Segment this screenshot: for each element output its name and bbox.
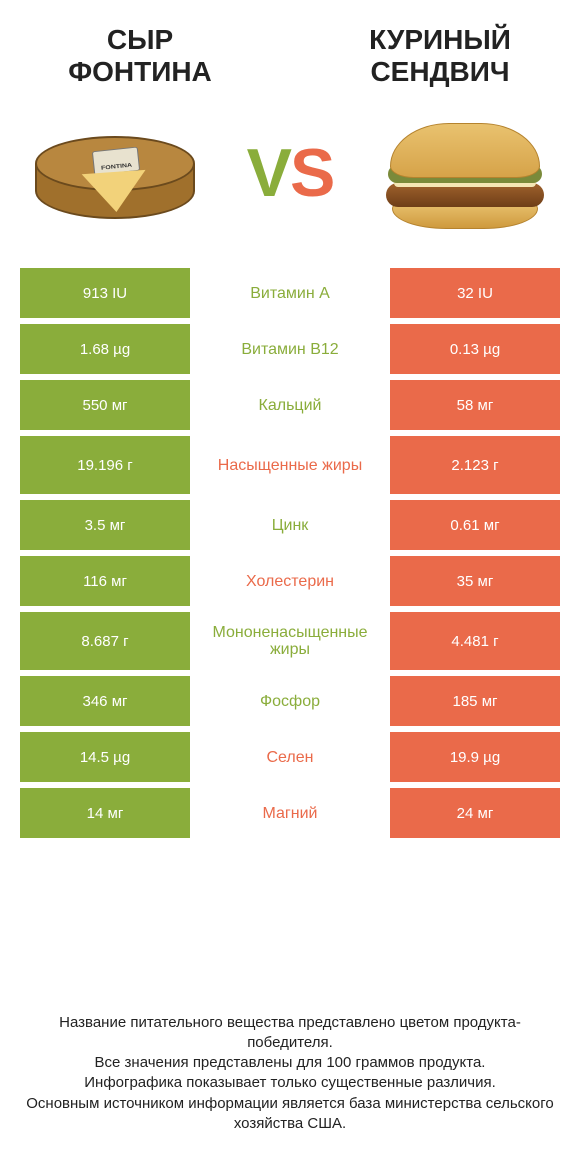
left-value: 8.687 г	[20, 612, 190, 670]
nutrient-name: Мононенасыщенные жиры	[190, 612, 390, 670]
table-row: 1.68 µgВитамин B120.13 µg	[20, 324, 560, 374]
nutrient-name: Магний	[190, 788, 390, 838]
right-title: КУРИНЫЙ СЕНДВИЧ	[340, 24, 540, 88]
left-value: 3.5 мг	[20, 500, 190, 550]
nutrient-name: Витамин A	[190, 268, 390, 318]
table-row: 14.5 µgСелен19.9 µg	[20, 732, 560, 782]
nutrient-name: Холестерин	[190, 556, 390, 606]
footer-line: Все значения представлены для 100 граммо…	[20, 1053, 560, 1073]
left-value: 1.68 µg	[20, 324, 190, 374]
infographic: СЫР ФОНТИНА КУРИНЫЙ СЕНДВИЧ FONTINA VS	[0, 0, 580, 1174]
table-row: 550 мгКальций58 мг	[20, 380, 560, 430]
left-value: 14.5 µg	[20, 732, 190, 782]
table-row: 8.687 гМононенасыщенные жиры4.481 г	[20, 612, 560, 670]
table-row: 14 мгМагний24 мг	[20, 788, 560, 838]
left-value: 913 IU	[20, 268, 190, 318]
left-title: СЫР ФОНТИНА	[40, 24, 240, 88]
cheese-image: FONTINA	[30, 108, 200, 238]
nutrient-name: Фосфор	[190, 676, 390, 726]
right-value: 185 мг	[390, 676, 560, 726]
table-row: 3.5 мгЦинк0.61 мг	[20, 500, 560, 550]
footer-line: Инфографика показывает только существенн…	[20, 1073, 560, 1093]
right-value: 24 мг	[390, 788, 560, 838]
nutrient-name: Витамин B12	[190, 324, 390, 374]
vs-label: VS	[247, 134, 334, 212]
titles-row: СЫР ФОНТИНА КУРИНЫЙ СЕНДВИЧ	[0, 0, 580, 88]
left-value: 550 мг	[20, 380, 190, 430]
left-value: 14 мг	[20, 788, 190, 838]
right-value: 0.13 µg	[390, 324, 560, 374]
images-row: FONTINA VS	[0, 88, 580, 268]
footer-text: Название питательного вещества представл…	[0, 983, 580, 1174]
left-value: 19.196 г	[20, 436, 190, 494]
table-row: 19.196 гНасыщенные жиры2.123 г	[20, 436, 560, 494]
left-value: 346 мг	[20, 676, 190, 726]
table-row: 346 мгФосфор185 мг	[20, 676, 560, 726]
table-row: 116 мгХолестерин35 мг	[20, 556, 560, 606]
comparison-table: 913 IUВитамин A32 IU1.68 µgВитамин B120.…	[0, 268, 580, 844]
sandwich-image	[380, 108, 550, 238]
right-value: 4.481 г	[390, 612, 560, 670]
right-value: 0.61 мг	[390, 500, 560, 550]
right-value: 32 IU	[390, 268, 560, 318]
right-value: 2.123 г	[390, 436, 560, 494]
right-value: 19.9 µg	[390, 732, 560, 782]
left-value: 116 мг	[20, 556, 190, 606]
nutrient-name: Кальций	[190, 380, 390, 430]
footer-line: Название питательного вещества представл…	[20, 1013, 560, 1054]
right-value: 58 мг	[390, 380, 560, 430]
table-row: 913 IUВитамин A32 IU	[20, 268, 560, 318]
right-value: 35 мг	[390, 556, 560, 606]
nutrient-name: Насыщенные жиры	[190, 436, 390, 494]
vs-v: V	[247, 135, 290, 211]
vs-s: S	[290, 135, 333, 211]
nutrient-name: Селен	[190, 732, 390, 782]
footer-line: Основным источником информации является …	[20, 1094, 560, 1135]
nutrient-name: Цинк	[190, 500, 390, 550]
